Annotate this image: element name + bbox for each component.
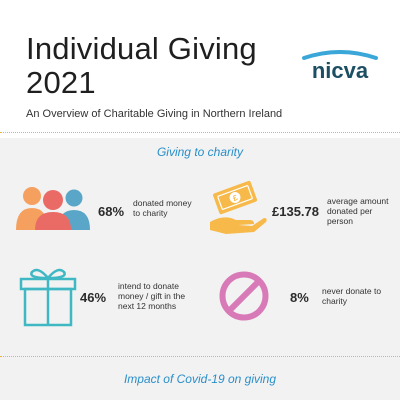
stat-label-intend: intend to donate money / gift in the nex… <box>118 281 185 311</box>
stat-label-line: average amount <box>327 196 389 206</box>
prohibited-icon <box>219 271 269 321</box>
gift-icon <box>19 268 77 327</box>
stat-label-line: to charity <box>133 208 168 218</box>
divider-top <box>0 132 400 133</box>
section-title-covid: Impact of Covid-19 on giving <box>123 372 277 386</box>
stat-label-average: average amount donated per person <box>327 196 388 226</box>
stat-label-line: next 12 months <box>118 301 177 311</box>
stat-label-line: person <box>327 216 353 226</box>
stat-label-line: never donate to <box>322 286 382 296</box>
logo-text: nicva <box>312 58 369 83</box>
stat-label-line: donated per <box>327 206 373 216</box>
page-title: Individual Giving 2021 <box>26 32 257 100</box>
stat-label-line: donated money <box>133 198 192 208</box>
logo-arc <box>302 50 378 60</box>
stat-value-donated: 68% <box>98 204 125 219</box>
title-line-1: Individual Giving <box>26 31 257 66</box>
stat-value-never: 8% <box>290 290 309 305</box>
divider-bottom <box>0 356 400 357</box>
stat-label-never: never donate to charity <box>322 286 381 306</box>
subtitle: An Overview of Charitable Giving in Nort… <box>26 108 283 120</box>
title-line-2: 2021 <box>26 65 96 100</box>
section-title-giving: Giving to charity <box>156 145 244 159</box>
stat-label-line: charity <box>322 296 348 306</box>
stat-label-line: intend to donate <box>118 281 179 291</box>
stat-label-donated: donated money to charity <box>133 198 192 218</box>
svg-text:£: £ <box>232 193 240 203</box>
nicva-logo: nicva <box>302 50 378 83</box>
stat-value-intend: 46% <box>80 290 107 305</box>
people-icon <box>16 187 90 230</box>
stat-value-average: £135.78 <box>272 204 319 219</box>
money-hand-icon: £ <box>210 180 267 234</box>
stat-label-line: money / gift in the <box>118 291 186 301</box>
